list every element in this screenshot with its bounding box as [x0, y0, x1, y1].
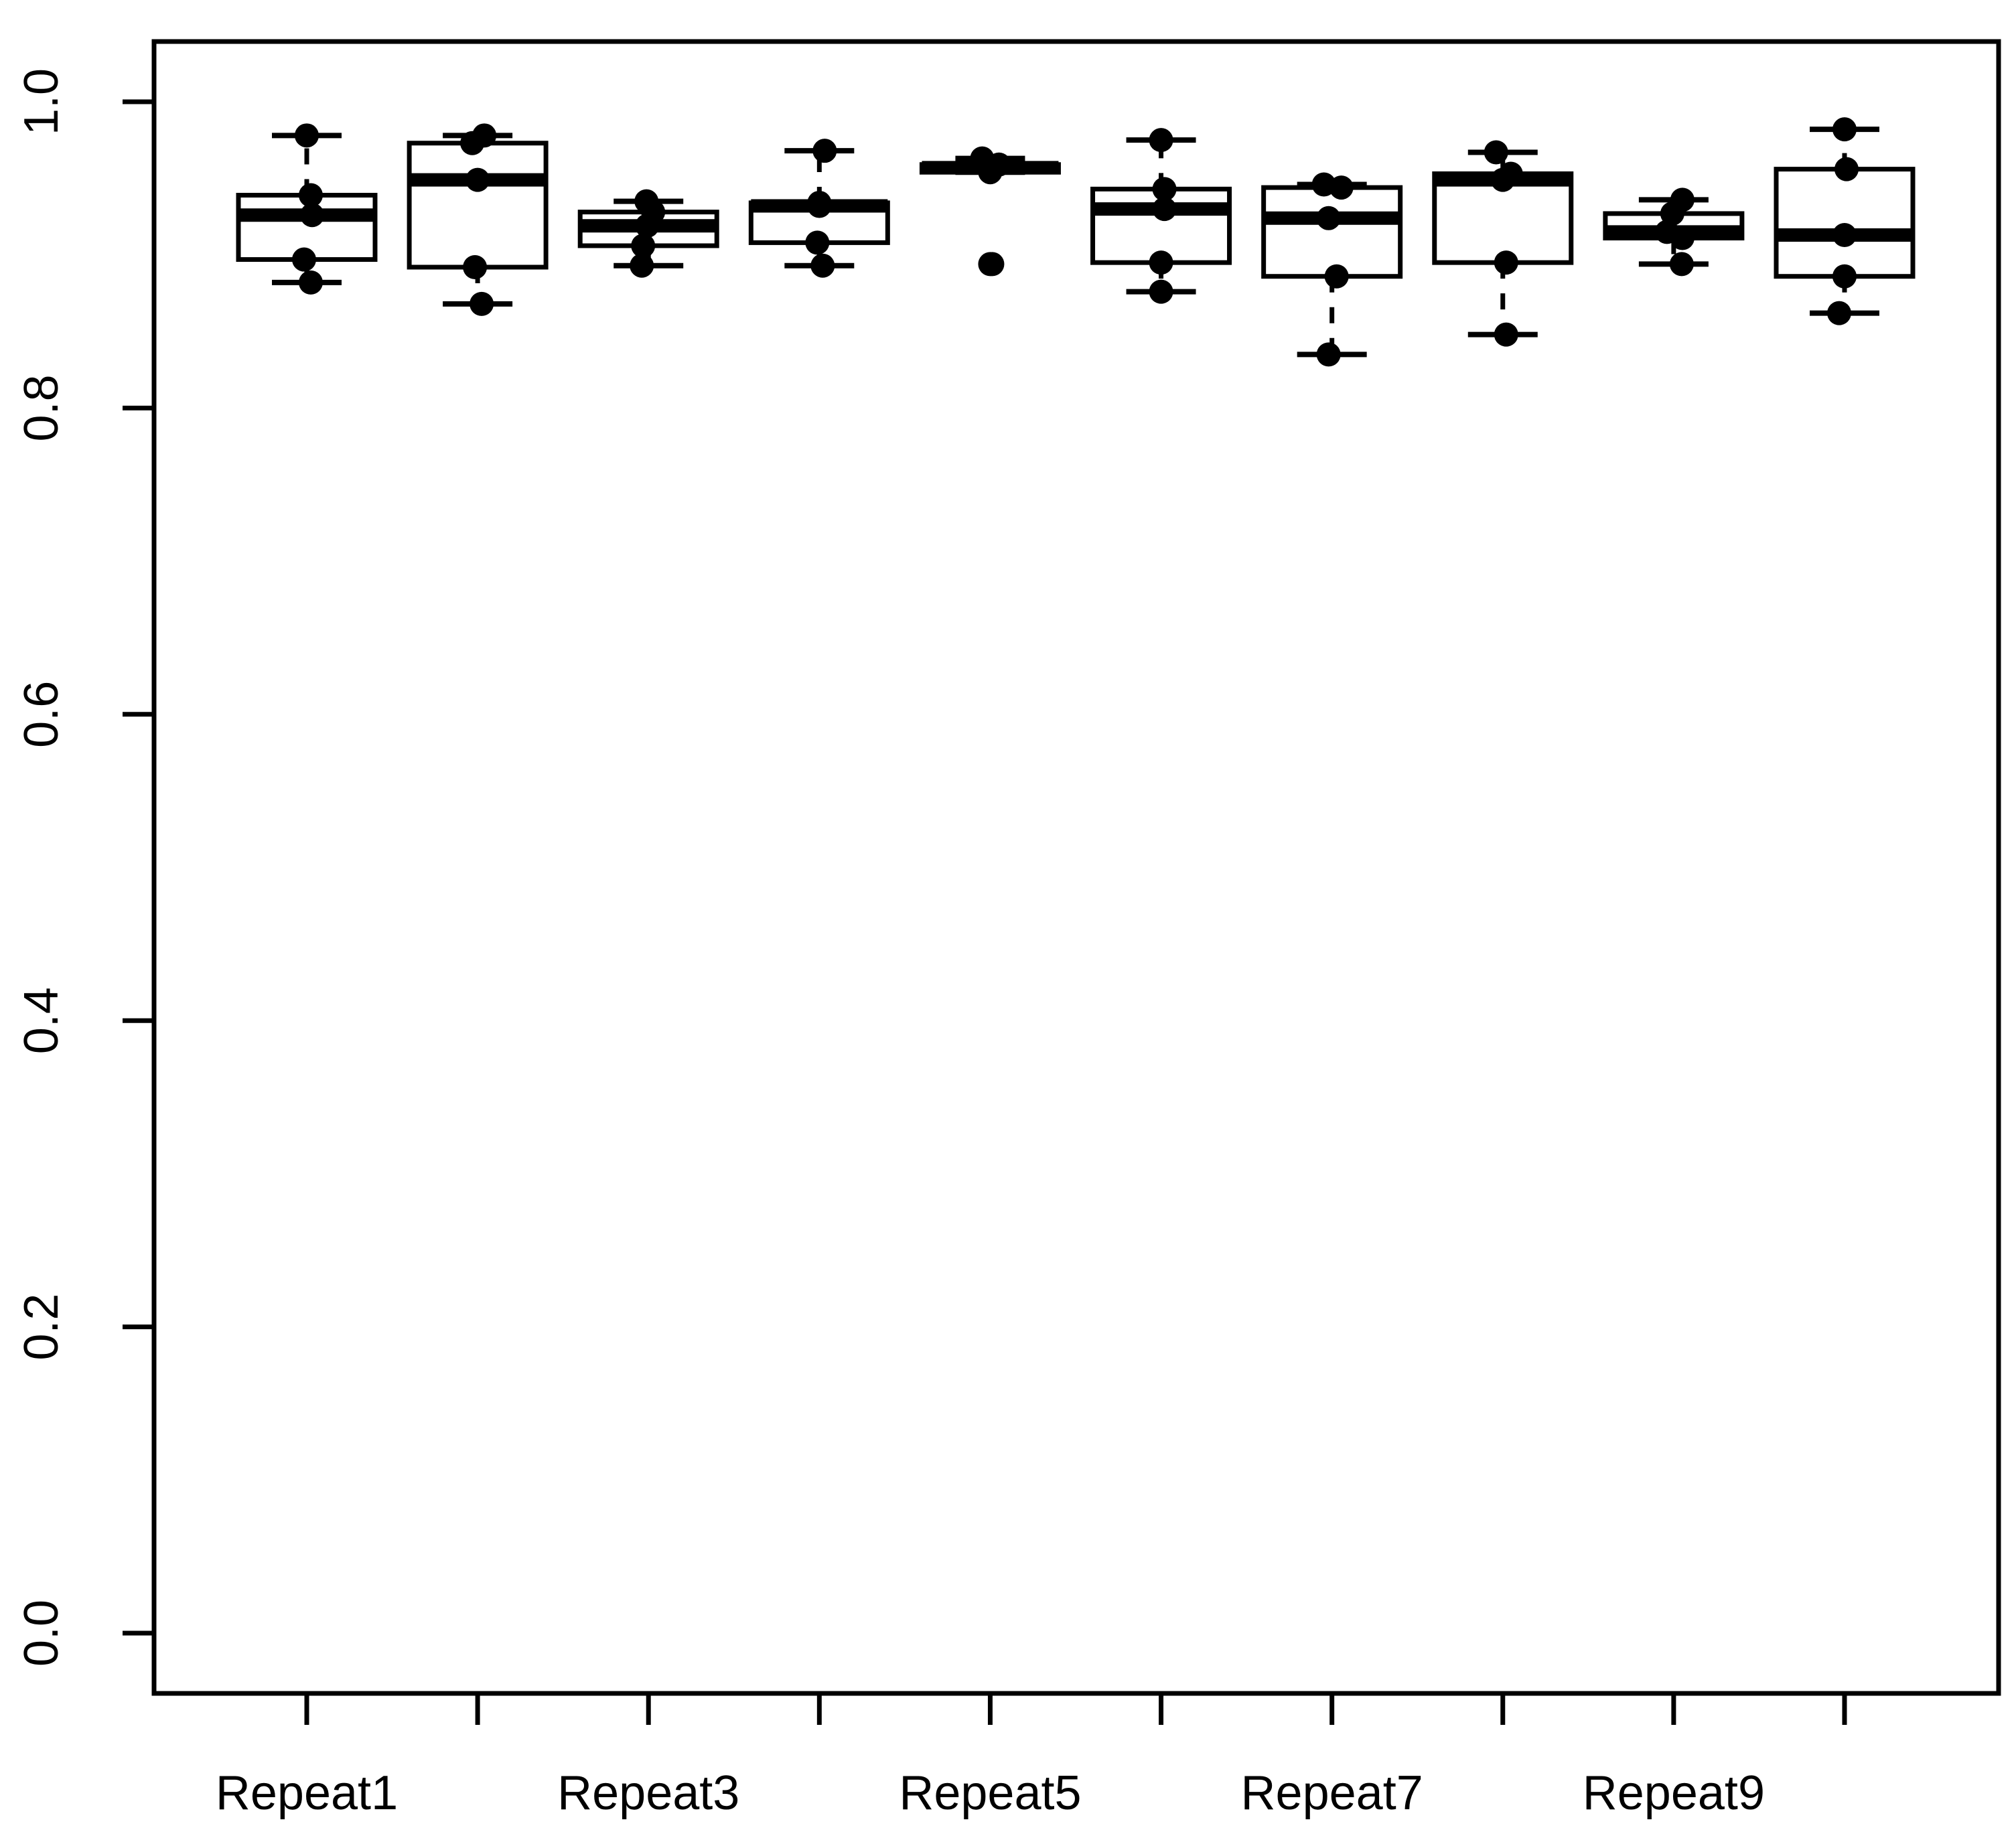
data-point [631, 233, 656, 258]
box-repeat7 [1261, 172, 1403, 367]
y-axis-tick-label: 0.0 [15, 1600, 68, 1667]
data-point [463, 254, 488, 279]
box-repeat3 [577, 189, 719, 278]
y-axis-tick-label: 0.2 [15, 1294, 68, 1361]
data-point [1324, 264, 1349, 289]
box-repeat1 [236, 123, 378, 295]
data-point [1660, 201, 1684, 226]
data-point [1669, 252, 1694, 277]
data-point [1316, 206, 1341, 230]
x-axis-tick-label: Repeat9 [1583, 1766, 1765, 1820]
y-axis-tick-label: 0.4 [15, 987, 68, 1054]
data-point [812, 139, 837, 163]
plot-border [151, 39, 2001, 1696]
data-point [1826, 301, 1851, 325]
box-rect [1774, 167, 1916, 279]
x-axis-tick-label: Repeat5 [899, 1766, 1081, 1820]
data-point [299, 183, 323, 208]
data-point [810, 253, 835, 278]
data-point [1494, 322, 1518, 347]
data-point [1149, 250, 1173, 275]
box-repeat9 [1603, 187, 1745, 277]
data-point [1149, 279, 1173, 304]
y-axis-tick-label: 0.6 [15, 681, 68, 748]
x-axis-tick-label: Repeat3 [557, 1766, 739, 1820]
box-repeat2 [407, 123, 549, 316]
data-point [635, 214, 660, 238]
box-repeat8 [1432, 140, 1574, 347]
box-rect [407, 141, 549, 270]
x-axis-tick-label: Repeat1 [216, 1766, 398, 1820]
data-point [292, 247, 316, 272]
data-point [460, 131, 485, 155]
data-point [1494, 250, 1518, 275]
box-rect [1261, 185, 1403, 279]
x-axis-tick-label: Repeat7 [1241, 1766, 1423, 1820]
data-point [299, 270, 323, 295]
y-axis-tick-label: 0.8 [15, 374, 68, 441]
data-point [1832, 222, 1857, 247]
data-point [1484, 140, 1508, 165]
data-point [465, 167, 490, 192]
data-point [1832, 264, 1857, 289]
data-point [978, 160, 1003, 185]
data-point [1832, 117, 1857, 142]
y-axis-tick-label: 1.0 [15, 68, 68, 135]
box-repeat4 [748, 139, 890, 278]
box-repeat10 [1774, 117, 1916, 325]
data-point [1152, 197, 1177, 222]
data-point [1490, 167, 1515, 192]
data-point [1670, 226, 1695, 250]
box-repeat5 [919, 146, 1061, 277]
data-point [1834, 157, 1859, 181]
data-point [295, 123, 319, 148]
box-repeat6 [1090, 128, 1232, 304]
data-point [1316, 342, 1341, 367]
data-point [1152, 177, 1177, 202]
data-point [1149, 128, 1173, 153]
data-point [470, 291, 494, 316]
data-point [807, 194, 832, 218]
data-point [980, 252, 1005, 277]
data-point [805, 230, 830, 255]
data-point [300, 203, 324, 228]
data-point [1329, 175, 1354, 200]
data-point [630, 253, 654, 278]
